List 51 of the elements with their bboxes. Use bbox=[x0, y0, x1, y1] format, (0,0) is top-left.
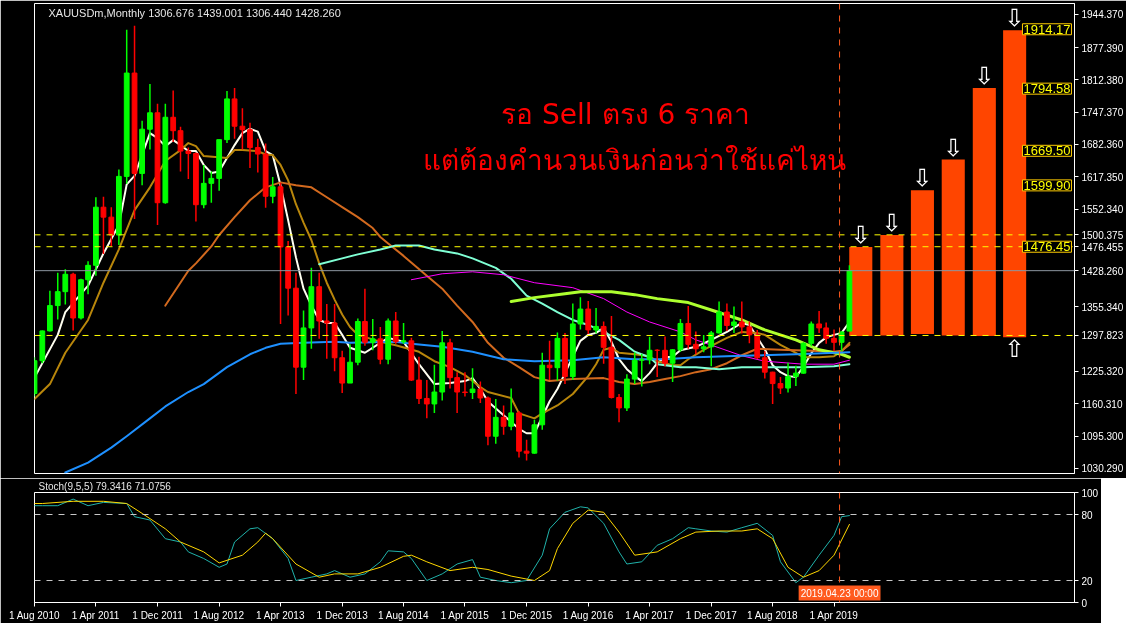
annotation: 1669.50 bbox=[1023, 143, 1071, 159]
y-tick-label: 1877.390 bbox=[1081, 42, 1124, 54]
annotation: ⇩ bbox=[881, 209, 902, 238]
x-tick-label: 1 Apr 2011 bbox=[71, 609, 120, 621]
chart-title: XAUUSDm,Monthly 1306.676 1439.001 1306.440 1428.260 bbox=[48, 6, 341, 19]
x-tick-label: 1 Apr 2017 bbox=[625, 609, 674, 621]
chart-title: Stoch(9,5,5) 79.3416 71.0756 bbox=[38, 481, 172, 492]
annotation: แต่ต้องคำนวนเงินก่อนว่าใช้แค่ไหน bbox=[423, 144, 847, 178]
annotation: ⇩ bbox=[850, 220, 871, 249]
x-tick-label: 1 Apr 2015 bbox=[440, 609, 490, 621]
x-tick-label: 1 Dec 2017 bbox=[685, 609, 738, 621]
annotation: 1914.17 bbox=[1023, 21, 1071, 37]
ref-line-label: 1297.823 bbox=[1081, 330, 1124, 342]
x-tick-label: 1 Apr 2013 bbox=[256, 609, 305, 621]
y-tick-label: 80 bbox=[1081, 509, 1094, 521]
y-tick-label: 0 bbox=[1081, 597, 1088, 609]
y-tick-label: 20 bbox=[1081, 575, 1094, 587]
x-tick-label: 1 Aug 2018 bbox=[747, 609, 799, 621]
y-tick-label: 1747.370 bbox=[1081, 107, 1124, 119]
ref-line-label: 1500.375 bbox=[1081, 229, 1124, 241]
x-tick-label: 1 Aug 2016 bbox=[562, 609, 614, 621]
y-tick-label: 1030.290 bbox=[1081, 463, 1124, 475]
annotation: ⇩ bbox=[943, 133, 964, 162]
x-tick-label: 1 Dec 2013 bbox=[316, 609, 369, 621]
y-tick-label: 1552.340 bbox=[1081, 204, 1124, 216]
annotation: รอ Sell ตรง 6 ราคา bbox=[501, 97, 751, 131]
annotation: ⇧ bbox=[1004, 335, 1025, 364]
annotation: 1599.90 bbox=[1023, 177, 1071, 193]
y-tick-label: 1944.370 bbox=[1081, 9, 1124, 21]
x-tick-label: 1 Dec 2011 bbox=[132, 609, 184, 621]
x-tick-label: 1 Aug 2012 bbox=[193, 609, 245, 621]
y-tick-label: 1095.300 bbox=[1081, 431, 1124, 443]
annotation: ⇩ bbox=[912, 164, 933, 193]
ref-line-label: 2019.04.23 00:00 bbox=[800, 587, 879, 599]
y-tick-label: 1812.380 bbox=[1081, 74, 1124, 86]
y-tick-label: 1355.340 bbox=[1081, 301, 1124, 313]
y-tick-label: 1225.320 bbox=[1081, 366, 1124, 378]
y-tick-label: 100 bbox=[1081, 487, 1099, 499]
x-tick-label: 1 Dec 2015 bbox=[501, 609, 553, 621]
ref-line-label: 1428.260 bbox=[1081, 265, 1124, 277]
annotation: ⇩ bbox=[974, 61, 995, 90]
x-tick-label: 1 Aug 2010 bbox=[8, 609, 60, 621]
annotation: 1794.58 bbox=[1023, 81, 1071, 97]
annotation: 1476.45 bbox=[1023, 239, 1071, 255]
y-tick-label: 1160.310 bbox=[1081, 398, 1123, 410]
y-tick-label: 1682.360 bbox=[1081, 139, 1124, 151]
y-tick-label: 1617.350 bbox=[1081, 171, 1124, 183]
x-tick-label: 1 Apr 2019 bbox=[809, 609, 859, 621]
x-tick-label: 1 Aug 2014 bbox=[377, 609, 430, 621]
annotation: ⇩ bbox=[1004, 4, 1025, 33]
ref-line-label: 1476.455 bbox=[1081, 241, 1124, 253]
